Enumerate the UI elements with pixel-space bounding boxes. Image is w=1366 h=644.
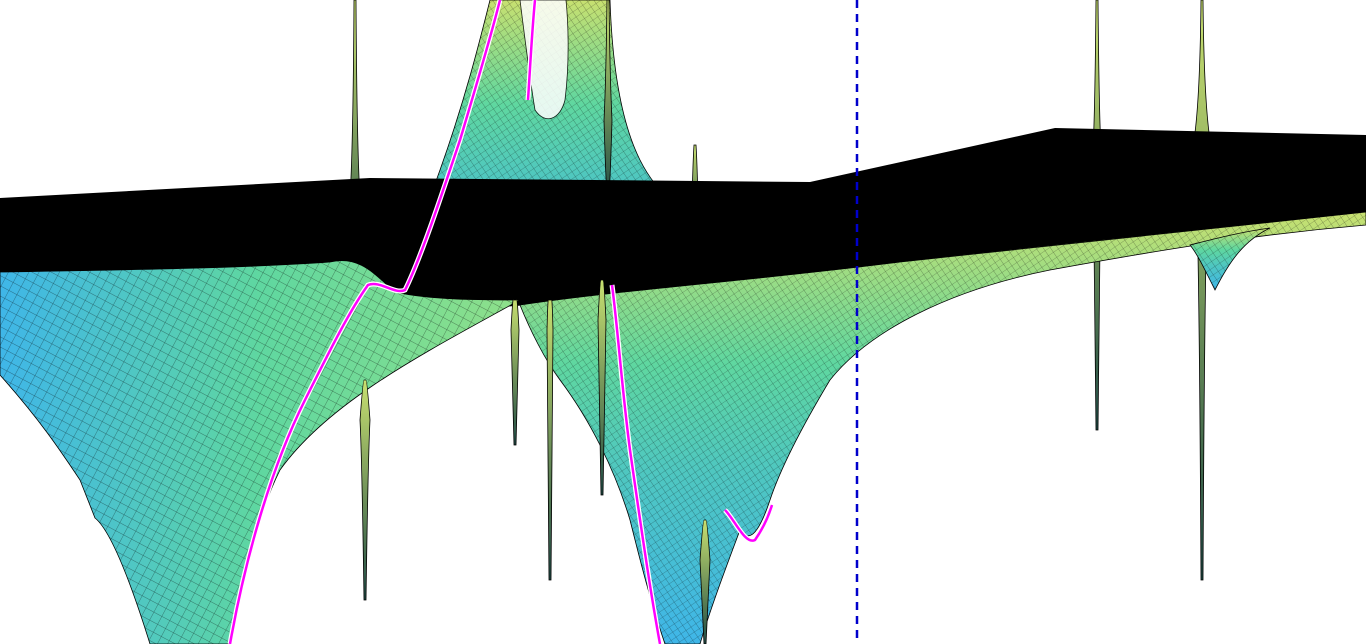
spike-front-5 xyxy=(699,519,711,644)
spike-front-3 xyxy=(546,297,554,581)
magenta-curve-layer xyxy=(227,0,775,644)
magenta-curve1 xyxy=(228,0,502,644)
left-funnel-surface-mesh xyxy=(0,260,522,644)
magenta-curve4 xyxy=(526,0,537,101)
spike-back-5 xyxy=(1193,0,1211,581)
right-funnel-surface-mesh xyxy=(519,211,1366,644)
magenta-curve2 xyxy=(610,284,662,644)
spike-front-2 xyxy=(510,297,520,446)
spike-front-1 xyxy=(359,379,371,601)
right-flange-mesh xyxy=(1189,227,1271,291)
front-surface-layer xyxy=(0,211,1366,644)
spike-front-4 xyxy=(597,279,607,496)
magenta-curve3 xyxy=(724,504,774,542)
